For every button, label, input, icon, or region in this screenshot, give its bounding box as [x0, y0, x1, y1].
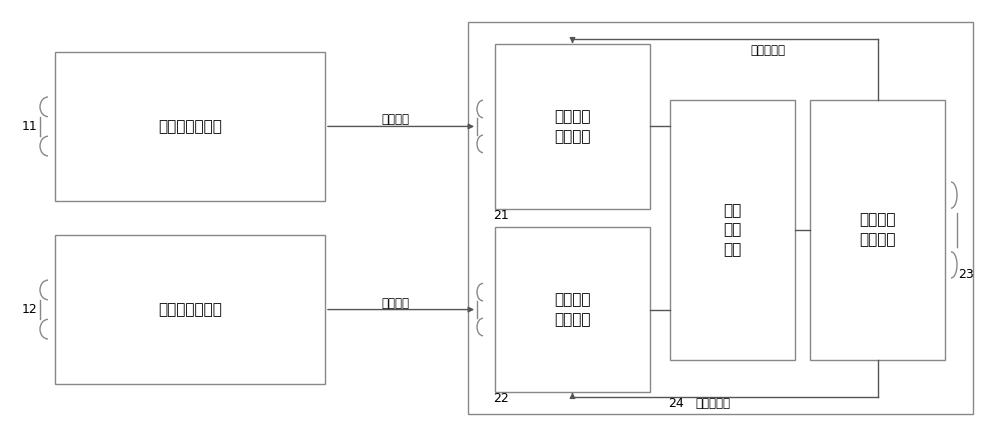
- Text: 12: 12: [22, 303, 38, 316]
- Text: 供电网线: 供电网线: [381, 113, 409, 126]
- Text: 第二受电
侦测单元: 第二受电 侦测单元: [554, 292, 591, 327]
- Text: 11: 11: [22, 120, 38, 133]
- Bar: [468, 22, 973, 414]
- Text: 23: 23: [958, 268, 974, 281]
- Bar: [810, 100, 945, 360]
- Bar: [55, 235, 325, 384]
- Text: 21: 21: [493, 209, 509, 222]
- Text: 后端
应用
电路: 后端 应用 电路: [723, 203, 742, 257]
- Text: 受电切换
控制模块: 受电切换 控制模块: [859, 213, 896, 247]
- Text: 第一控制线: 第一控制线: [750, 44, 785, 57]
- Bar: [55, 52, 325, 201]
- Text: 24: 24: [668, 397, 684, 410]
- Bar: [670, 100, 795, 360]
- Text: 第二控制线: 第二控制线: [695, 397, 730, 410]
- Text: 第一供电端设备: 第一供电端设备: [158, 119, 222, 134]
- Text: 第二供电端设备: 第二供电端设备: [158, 302, 222, 317]
- Text: 22: 22: [493, 392, 509, 405]
- Bar: [495, 227, 650, 392]
- Bar: [495, 44, 650, 209]
- Text: 供电网线: 供电网线: [381, 296, 409, 310]
- Text: 第一受电
侦测单元: 第一受电 侦测单元: [554, 109, 591, 144]
